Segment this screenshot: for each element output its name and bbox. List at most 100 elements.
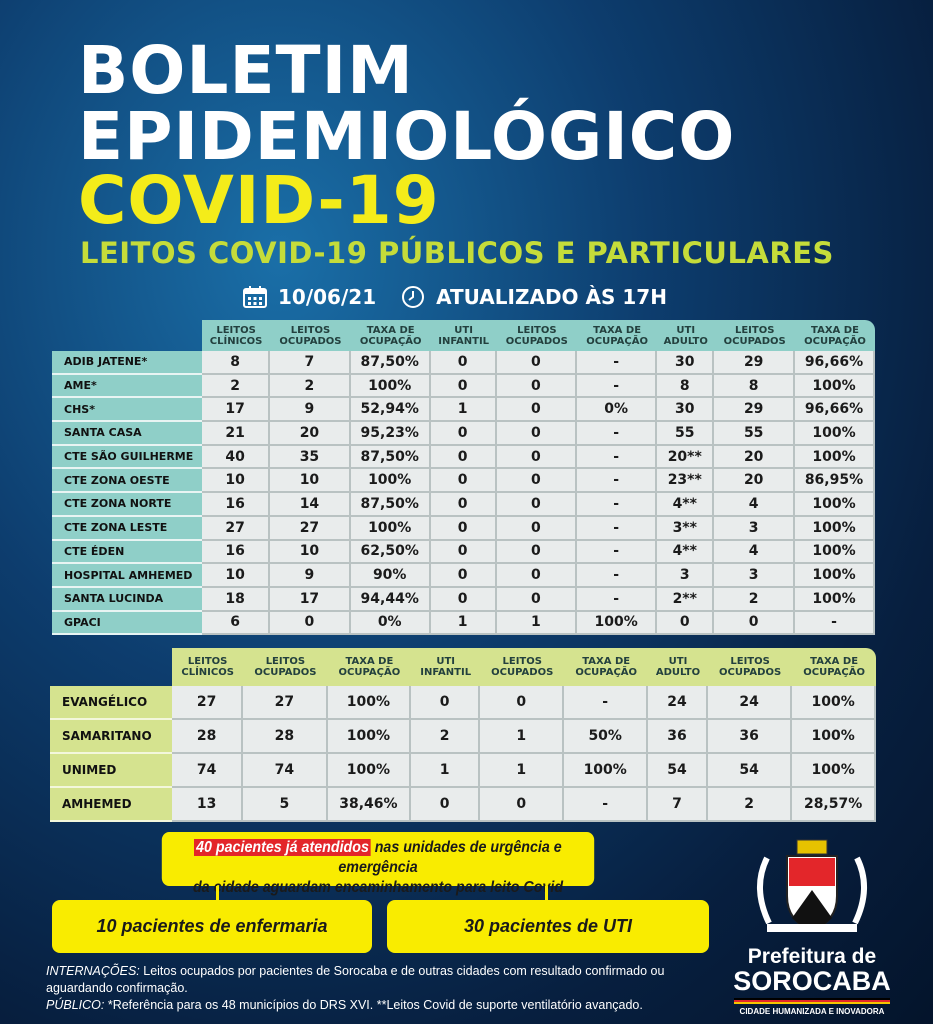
table-cell: 28 [172,720,244,754]
table-cell: 96,66% [794,398,875,423]
table-cell: 87,50% [350,351,431,375]
table-cell: 55 [657,422,715,446]
table-cell: 0 [270,611,351,636]
table-cell: - [577,587,658,612]
updated-time: ATUALIZADO ÀS 17H [436,285,667,309]
logo-line-2: SOROCABA [733,966,891,996]
table-cell: 7 [270,351,351,375]
waiting-patients-box: 40 pacientes já atendidos nas unidades d… [161,832,595,896]
table-cell: 100% [792,720,876,754]
table-row: CTE SÃO GUILHERME 40 35 87,50% 0 0-20** 20 100% [52,445,875,470]
table-row: SANTA CASA 21 20 95,23% 0 0-55 55 100% [52,422,875,446]
table-cell: 0 [411,788,481,822]
table-cell: 100% [350,469,431,494]
table-cell: 0 [496,469,578,494]
table-row: CTE ZONA LESTE 27 27 100% 0 0-3** 3 100% [52,516,875,541]
table-cell: 94,44% [350,587,431,612]
column-header: UTI INFANTIL [430,320,497,351]
table-row: SAMARITANO 28 28 100% 2 1 50% 36 36 100% [50,720,876,754]
table-cell: 10 [270,540,351,565]
table-cell: 0 [496,587,578,612]
table-cell: - [577,469,658,494]
table-row: CHS* 17 9 52,94% 1 0 0% 30 29 96,66% [52,398,875,423]
table-cell: 10 [270,469,351,494]
table-cell: 30 [657,351,715,375]
table-cell: 0 [496,564,578,588]
logo-tagline: CIDADE HUMANIZADA E INOVADORA [739,1007,885,1016]
table-cell: 0 [430,540,497,565]
table-cell: 27 [243,686,328,720]
hospital-name: CTE SÃO GUILHERME [52,445,202,470]
table-cell: 13 [172,788,244,822]
table-cell: 100% [794,587,875,612]
table-cell: 9 [270,398,351,423]
column-header: TAXA DE OCUPAÇÃO [577,320,658,351]
table-cell: 16 [202,493,271,517]
table-cell: 100% [792,686,876,720]
column-header: LEITOS OCUPADOS [243,648,328,686]
table-cell: 36 [648,720,708,754]
subtitle: LEITOS COVID-19 PÚBLICOS E PARTICULARES [80,236,834,270]
table-cell: 100% [794,374,875,399]
table-cell: 29 [714,398,795,423]
table-cell: 1 [496,611,578,636]
table-cell: 38,46% [327,788,412,822]
table-cell: 0 [496,516,578,541]
table-cell: 5 [243,788,328,822]
logo-line-1: Prefeitura de [747,945,877,968]
table-cell: 62,50% [350,540,431,565]
table-cell: 27 [202,516,271,541]
hospital-name: CTE ÉDEN [52,540,202,565]
table-cell: 0 [496,374,578,399]
waiting-text-2: da cidade aguardam encaminhamento para l… [192,879,564,896]
table-cell: 1 [480,754,565,788]
table-cell: 0 [496,422,578,446]
table-cell: 1 [430,611,497,636]
table-cell: 1 [480,720,565,754]
table-cell: 0 [430,493,497,517]
table-cell: 17 [202,398,271,423]
table-cell: 100% [792,754,876,788]
column-header: LEITOS CLÍNICOS [172,648,244,686]
column-header: LEITOS OCUPADOS [480,648,565,686]
table-cell: 100% [794,516,875,541]
table-cell: - [577,445,658,470]
table-cell: 3 [657,564,715,588]
column-header: TAXA DE OCUPAÇÃO [350,320,431,351]
table-row: UNIMED 74 74 100% 1 1 100% 54 54 100% [50,754,876,788]
waiting-text-1: nas unidades de urgência e emergência [338,839,562,876]
table-cell: 100% [577,611,658,636]
table-cell: 14 [270,493,351,517]
hospital-name: SAMARITANO [50,720,172,754]
table-cell: 24 [707,686,793,720]
table-row: HOSPITAL AMHEMED 10 9 90% 0 0-3 3 100% [52,564,875,588]
date: 10/06/21 [278,285,377,309]
hospital-name: CTE ZONA NORTE [52,493,202,517]
table-cell: 74 [243,754,328,788]
table-row: ADIB JATENE* 8 7 87,50% 0 0-30 29 96,66% [52,351,875,375]
connector-right [545,886,548,902]
waiting-highlight: 40 pacientes já atendidos [194,839,371,856]
table-cell: - [564,686,649,720]
footnotes: INTERNAÇÕES: Leitos ocupados por pacient… [46,963,726,1014]
table-cell: 0 [496,445,578,470]
table-cell: 3 [714,564,795,588]
table-cell: 20 [714,469,795,494]
title-line-2: EPIDEMIOLÓGICO [78,98,736,175]
table-cell: 0 [430,516,497,541]
table-cell: 0 [430,422,497,446]
table-cell: - [564,788,649,822]
table-cell: 2** [657,587,715,612]
table-cell: 7 [648,788,708,822]
column-header: UTI INFANTIL [411,648,481,686]
logo-stripe [734,998,890,1004]
table-cell: 2 [714,587,795,612]
table-cell: 100% [794,493,875,517]
table-row: AMHEMED 13 5 38,46% 0 0-7 2 28,57% [50,788,876,822]
table-cell: 0 [496,493,578,517]
table-cell: 87,50% [350,445,431,470]
table-cell: 10 [202,469,271,494]
table-cell: 87,50% [350,493,431,517]
table-cell: 3 [714,516,795,541]
table-cell: 100% [350,374,431,399]
